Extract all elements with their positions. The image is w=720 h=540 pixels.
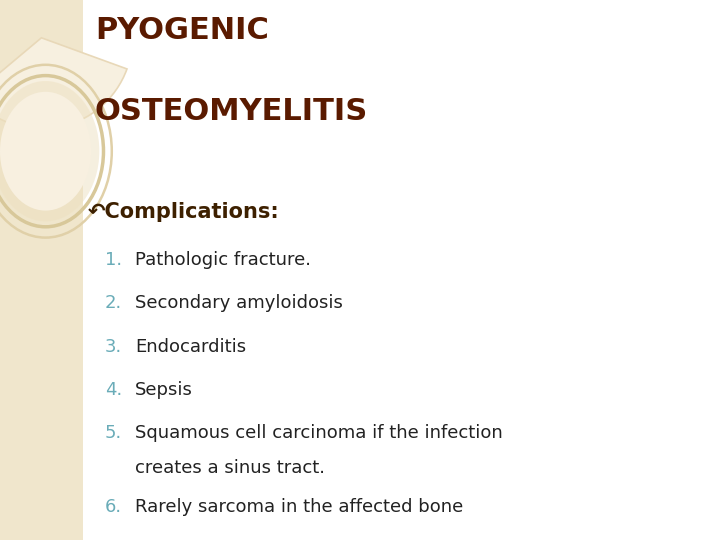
Text: PYOGENIC: PYOGENIC <box>95 16 269 45</box>
Text: ↶Complications:: ↶Complications: <box>88 202 279 222</box>
Wedge shape <box>0 38 127 129</box>
Text: Squamous cell carcinoma if the infection: Squamous cell carcinoma if the infection <box>135 424 503 442</box>
Text: Rarely sarcoma in the affected bone: Rarely sarcoma in the affected bone <box>135 498 463 516</box>
Bar <box>0 0 83 540</box>
Text: 3.: 3. <box>105 338 122 355</box>
Text: Pathologic fracture.: Pathologic fracture. <box>135 251 311 269</box>
Text: 1.: 1. <box>105 251 122 269</box>
Text: Sepsis: Sepsis <box>135 381 193 399</box>
Text: 4.: 4. <box>105 381 122 399</box>
Text: 5.: 5. <box>105 424 122 442</box>
Ellipse shape <box>0 81 99 221</box>
Text: OSTEOMYELITIS: OSTEOMYELITIS <box>95 97 368 126</box>
Ellipse shape <box>0 92 91 211</box>
Text: 6.: 6. <box>105 498 122 516</box>
Text: Secondary amyloidosis: Secondary amyloidosis <box>135 294 343 312</box>
Text: Endocarditis: Endocarditis <box>135 338 246 355</box>
Text: 2.: 2. <box>105 294 122 312</box>
Text: creates a sinus tract.: creates a sinus tract. <box>135 459 325 477</box>
